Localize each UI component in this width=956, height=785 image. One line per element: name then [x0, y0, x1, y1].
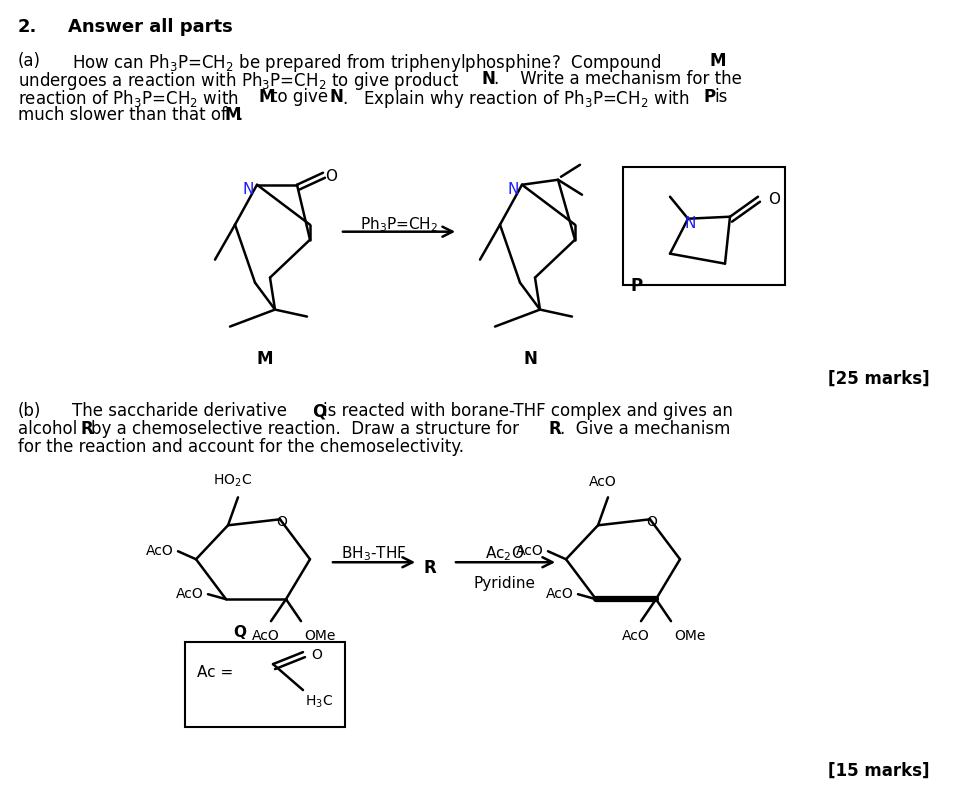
Text: M: M [710, 52, 727, 70]
Text: AcO: AcO [176, 587, 204, 601]
Text: AcO: AcO [252, 629, 280, 643]
Text: by a chemoselective reaction.  Draw a structure for: by a chemoselective reaction. Draw a str… [91, 421, 519, 439]
Text: 2.: 2. [18, 18, 37, 36]
Text: How can Ph$_3$P=CH$_2$ be prepared from triphenylphosphine?  Compound: How can Ph$_3$P=CH$_2$ be prepared from … [72, 52, 662, 74]
Text: (b): (b) [18, 403, 41, 421]
Text: R: R [549, 421, 562, 439]
Text: M: M [257, 349, 273, 367]
Text: O: O [325, 170, 337, 184]
Text: Ph$_3$P=CH$_2$: Ph$_3$P=CH$_2$ [359, 216, 438, 235]
Text: Ac =: Ac = [197, 665, 233, 680]
Text: Q: Q [233, 625, 247, 640]
Text: reaction of Ph$_3$P=CH$_2$ with: reaction of Ph$_3$P=CH$_2$ with [18, 88, 239, 109]
Bar [623, 166, 785, 285]
Text: alcohol: alcohol [18, 421, 77, 439]
Text: [15 marks]: [15 marks] [829, 762, 930, 780]
Text: is reacted with borane-THF complex and gives an: is reacted with borane-THF complex and g… [323, 403, 733, 421]
Text: is: is [714, 88, 728, 106]
Text: .  Give a mechanism: . Give a mechanism [560, 421, 730, 439]
Text: .    Write a mechanism for the: . Write a mechanism for the [494, 70, 742, 88]
Text: AcO: AcO [516, 544, 544, 558]
Text: O: O [311, 648, 322, 662]
Text: M: M [259, 88, 275, 106]
Text: H$_3$C: H$_3$C [305, 694, 333, 710]
Text: P: P [631, 276, 643, 294]
Text: Pyridine: Pyridine [474, 576, 536, 591]
Text: O: O [646, 515, 658, 529]
Text: N: N [242, 182, 253, 197]
Text: Ac$_2$O: Ac$_2$O [486, 544, 525, 563]
Text: M: M [225, 106, 242, 124]
Text: [25 marks]: [25 marks] [829, 370, 930, 388]
Text: much slower than that of: much slower than that of [18, 106, 227, 124]
Text: to give: to give [271, 88, 328, 106]
Text: AcO: AcO [589, 476, 617, 489]
Text: OMe: OMe [674, 629, 706, 643]
Bar [185, 642, 345, 727]
Text: N: N [482, 70, 496, 88]
Text: for the reaction and account for the chemoselectivity.: for the reaction and account for the che… [18, 438, 464, 456]
Text: P: P [704, 88, 716, 106]
Text: Q: Q [312, 403, 326, 421]
Text: HO$_2$C: HO$_2$C [213, 473, 252, 489]
Text: BH$_3$-THF: BH$_3$-THF [341, 544, 406, 563]
Text: (a): (a) [18, 52, 41, 70]
Text: Answer all parts: Answer all parts [68, 18, 232, 36]
Text: AcO: AcO [146, 544, 174, 558]
Text: .   Explain why reaction of Ph$_3$P=CH$_2$ with: . Explain why reaction of Ph$_3$P=CH$_2$… [342, 88, 689, 110]
Text: AcO: AcO [622, 629, 650, 643]
Text: N: N [684, 216, 696, 232]
Text: The saccharide derivative: The saccharide derivative [72, 403, 287, 421]
Text: O: O [276, 515, 288, 529]
Text: AcO: AcO [546, 587, 574, 601]
Text: OMe: OMe [304, 629, 336, 643]
Text: R: R [424, 559, 436, 577]
Text: N: N [330, 88, 344, 106]
Text: O: O [768, 192, 780, 207]
Text: R: R [80, 421, 93, 439]
Text: undergoes a reaction with Ph$_3$P=CH$_2$ to give product: undergoes a reaction with Ph$_3$P=CH$_2$… [18, 70, 460, 92]
Text: N: N [508, 182, 519, 197]
Text: .: . [237, 106, 242, 124]
Text: N: N [523, 349, 537, 367]
